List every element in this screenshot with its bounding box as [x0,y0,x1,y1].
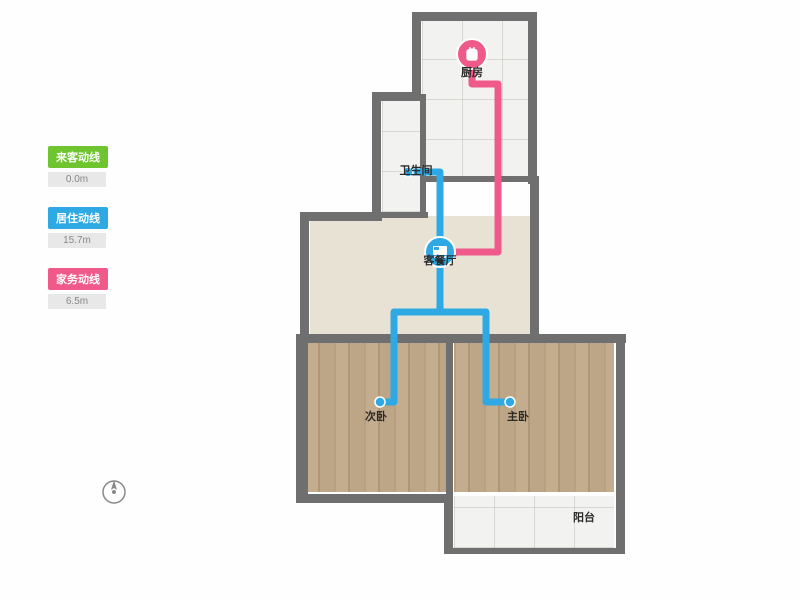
wall-segment [300,212,309,340]
wall-segment [528,12,537,184]
legend-item-housework: 家务动线 6.5m [48,268,108,309]
room-label-balcony: 阳台 [573,509,595,525]
room-label-bathroom: 卫生间 [400,162,433,178]
room-kitchen [422,20,530,180]
wall-segment [444,548,624,554]
wall-segment [530,176,539,340]
wall-segment [372,92,381,220]
room-label-kitchen: 厨房 [461,64,483,80]
room-label-bedroom2: 次卧 [365,408,387,424]
room-label-bedroom1: 主卧 [507,408,529,424]
wall-segment [420,94,426,218]
wall-segment [412,12,536,21]
room-living [310,216,534,340]
wall-segment [616,334,625,554]
legend-value-living: 15.7m [48,233,106,248]
wall-segment [300,212,382,221]
legend-label-guest: 来客动线 [48,146,108,168]
wall-segment [422,176,536,182]
legend-label-housework: 家务动线 [48,268,108,290]
wall-segment [296,334,626,343]
legend-label-living: 居住动线 [48,207,108,229]
legend-item-guest: 来客动线 0.0m [48,146,108,187]
floorplan: 厨房卫生间客餐厅次卧 主卧阳台 [272,12,672,582]
room-bedroom1 [454,342,614,492]
legend-value-guest: 0.0m [48,172,106,187]
legend-value-housework: 6.5m [48,294,106,309]
wall-segment [372,212,428,218]
wall-segment [444,494,453,554]
wall-segment [446,334,453,498]
room-label-living: 客餐厅 [424,252,457,268]
legend-panel: 来客动线 0.0m 居住动线 15.7m 家务动线 6.5m [48,146,108,329]
wall-segment [296,494,452,503]
wall-segment [296,334,308,502]
wall-segment [412,12,421,98]
compass-icon [100,478,128,506]
legend-item-living: 居住动线 15.7m [48,207,108,248]
